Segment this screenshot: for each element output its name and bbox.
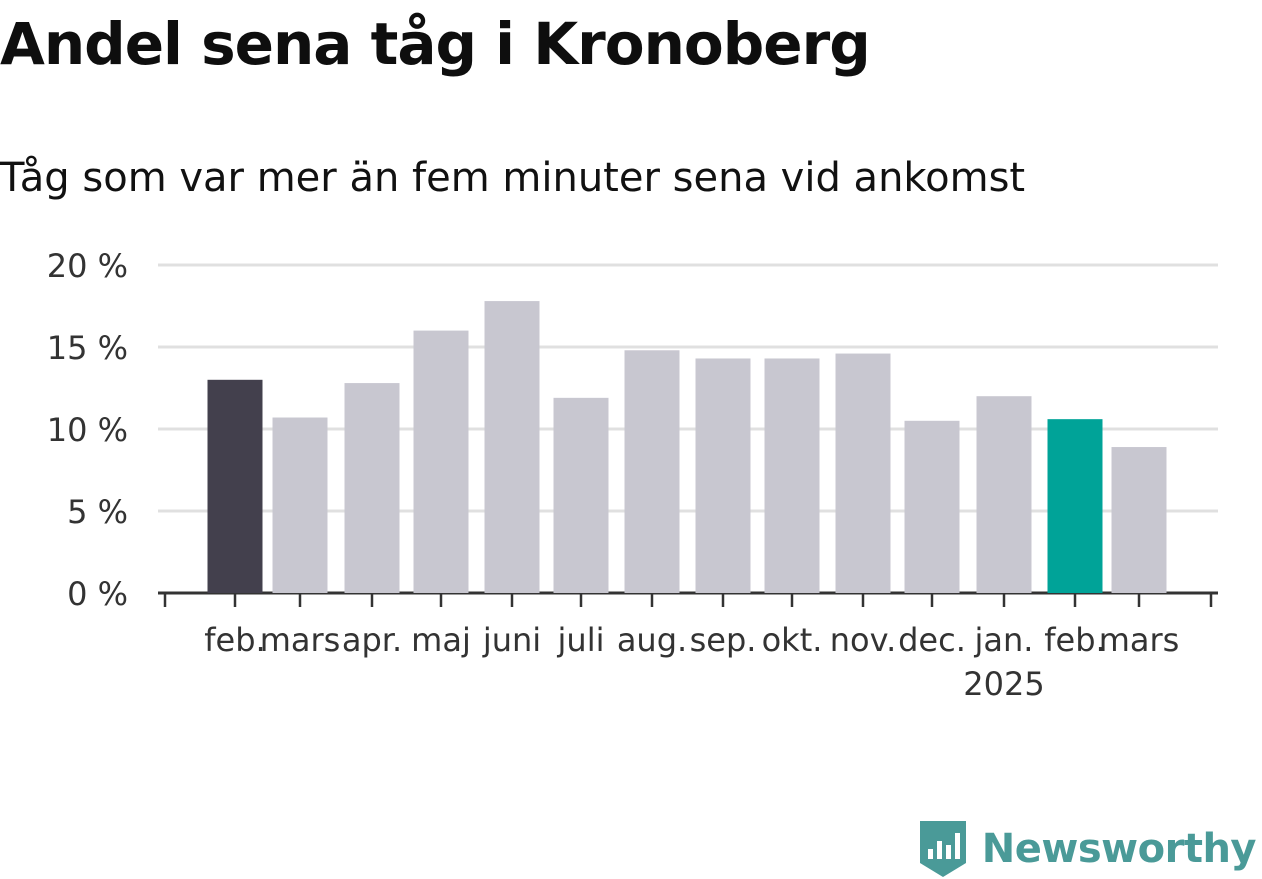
x-tick-label: dec. (898, 621, 966, 659)
y-tick-label: 20 % (47, 247, 128, 285)
x-tick-label: feb. (204, 621, 265, 659)
bar (272, 417, 328, 593)
x-tick-label: aug. (617, 621, 687, 659)
chart-subtitle: Tåg som var mer än fem minuter sena vid … (0, 155, 1026, 201)
x-tick-label: apr. (342, 621, 402, 659)
y-tick-label: 15 % (47, 329, 128, 367)
newsworthy-logo-icon (919, 821, 966, 877)
x-tick-label: mars (260, 621, 341, 659)
x-tick-label: jan. (974, 621, 1034, 659)
bar (904, 420, 960, 593)
x-tick-label: juni (482, 621, 541, 659)
bar (624, 350, 680, 593)
bar (553, 397, 609, 593)
x-tick-label: sep. (690, 621, 757, 659)
bar (413, 330, 469, 593)
bar (344, 383, 400, 593)
y-tick-label: 0 % (67, 575, 128, 613)
x-tick-label: mars (1099, 621, 1180, 659)
x-tick-label: juli (557, 621, 605, 659)
newsworthy-logo: Newsworthy (918, 819, 1257, 879)
x-tick-year-label: 2025 (963, 665, 1044, 703)
bar (695, 358, 751, 593)
bar (484, 301, 540, 593)
bar (1111, 447, 1167, 593)
bar (1047, 419, 1103, 593)
x-tick-label: nov. (830, 621, 896, 659)
bar (764, 358, 820, 593)
y-tick-label: 5 % (67, 493, 128, 531)
x-tick-label: feb. (1044, 621, 1105, 659)
newsworthy-logo-text: Newsworthy (981, 826, 1257, 872)
y-tick-label: 10 % (47, 411, 128, 449)
x-tick-label: okt. (762, 621, 823, 659)
chart-title: Andel sena tåg i Kronoberg (0, 10, 871, 78)
bar (207, 379, 263, 593)
bar (976, 396, 1032, 593)
x-tick-label: maj (411, 621, 471, 659)
bar-chart: 0 %5 %10 %15 %20 %feb.mars apr. maj juni jul… (47, 247, 1218, 703)
bar (835, 353, 891, 593)
